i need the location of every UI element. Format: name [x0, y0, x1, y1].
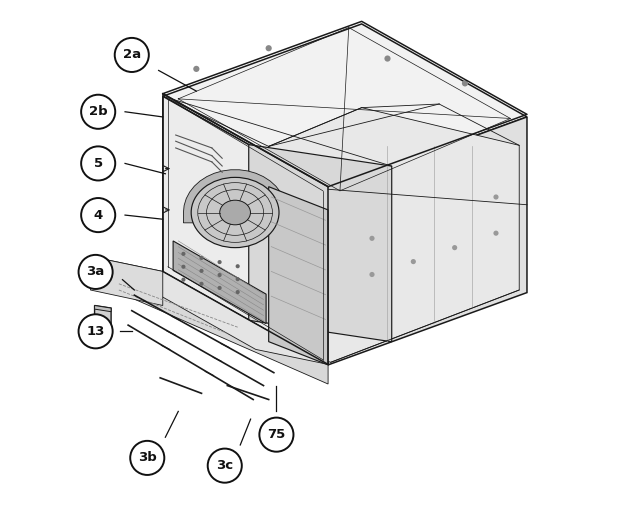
Polygon shape	[95, 306, 111, 312]
Circle shape	[236, 277, 240, 281]
Text: 5: 5	[94, 157, 103, 170]
Circle shape	[236, 264, 240, 268]
Circle shape	[452, 245, 457, 250]
Circle shape	[193, 66, 200, 72]
Circle shape	[200, 269, 203, 273]
Polygon shape	[268, 108, 519, 362]
Circle shape	[370, 272, 374, 277]
Text: 2a: 2a	[123, 49, 141, 62]
Circle shape	[384, 55, 391, 62]
Polygon shape	[95, 306, 111, 326]
Circle shape	[218, 273, 222, 277]
Circle shape	[81, 147, 115, 180]
Circle shape	[494, 194, 498, 199]
Circle shape	[79, 314, 113, 349]
Text: 3a: 3a	[86, 265, 105, 278]
Circle shape	[130, 441, 164, 475]
Circle shape	[208, 449, 242, 483]
Circle shape	[81, 95, 115, 129]
Circle shape	[182, 265, 185, 269]
Circle shape	[200, 256, 203, 260]
Polygon shape	[91, 256, 163, 306]
Circle shape	[81, 198, 115, 232]
Circle shape	[115, 38, 149, 72]
Text: eReplacementParts.com: eReplacementParts.com	[216, 259, 404, 274]
Text: 2b: 2b	[89, 105, 107, 118]
Circle shape	[236, 290, 240, 294]
Polygon shape	[328, 117, 527, 365]
Ellipse shape	[219, 200, 250, 225]
Polygon shape	[91, 256, 328, 364]
Circle shape	[370, 236, 374, 241]
Circle shape	[462, 80, 468, 87]
Text: 4: 4	[94, 209, 103, 222]
Polygon shape	[249, 145, 392, 342]
Text: 13: 13	[86, 325, 105, 338]
Circle shape	[182, 252, 185, 256]
Polygon shape	[173, 241, 266, 324]
Polygon shape	[163, 24, 527, 189]
Text: 3b: 3b	[138, 451, 157, 465]
Ellipse shape	[191, 177, 279, 248]
Circle shape	[410, 259, 416, 264]
Polygon shape	[163, 96, 328, 365]
Circle shape	[79, 255, 113, 289]
Polygon shape	[111, 269, 328, 384]
Circle shape	[259, 418, 293, 452]
Circle shape	[265, 45, 272, 51]
Text: 75: 75	[267, 428, 286, 441]
Circle shape	[218, 260, 222, 264]
Circle shape	[218, 286, 222, 290]
Circle shape	[494, 231, 498, 236]
Polygon shape	[268, 186, 328, 365]
Circle shape	[182, 278, 185, 282]
Text: 3c: 3c	[216, 459, 233, 472]
Circle shape	[200, 282, 203, 286]
Polygon shape	[184, 170, 287, 223]
